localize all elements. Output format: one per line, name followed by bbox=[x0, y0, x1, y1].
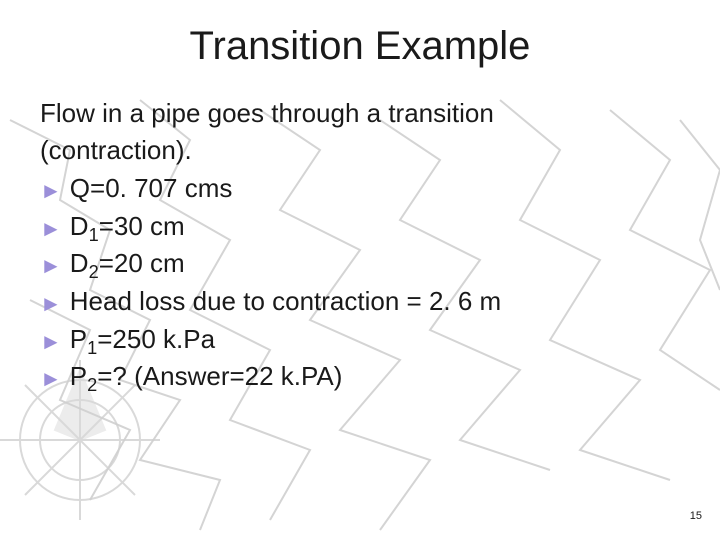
bullet-text: =250 k.Pa bbox=[97, 324, 215, 354]
bullet-icon: ► bbox=[40, 326, 62, 358]
subscript: 1 bbox=[87, 338, 97, 358]
bullet-text: D bbox=[70, 211, 89, 241]
slide-title: Transition Example bbox=[40, 24, 680, 69]
list-item: ► Q=0. 707 cms bbox=[40, 170, 680, 208]
bullet-text: =? (Answer=22 k.PA) bbox=[97, 361, 342, 391]
bullet-icon: ► bbox=[40, 250, 62, 282]
slide-content: Transition Example Flow in a pipe goes t… bbox=[0, 0, 720, 540]
subscript: 1 bbox=[89, 225, 99, 245]
intro-line-2: (contraction). bbox=[40, 134, 680, 167]
list-item: ► D1=30 cm bbox=[40, 208, 680, 246]
subscript: 2 bbox=[89, 263, 99, 283]
page-number: 15 bbox=[690, 510, 702, 522]
intro-line-1: Flow in a pipe goes through a transition bbox=[40, 97, 680, 130]
list-item: ► P1=250 k.Pa bbox=[40, 321, 680, 359]
bullet-icon: ► bbox=[40, 363, 62, 395]
bullet-list: ► Q=0. 707 cms ► D1=30 cm ► D2=20 cm ► H… bbox=[40, 170, 680, 396]
bullet-text: Q=0. 707 cms bbox=[70, 173, 233, 203]
subscript: 2 bbox=[87, 376, 97, 396]
bullet-text: D bbox=[70, 248, 89, 278]
bullet-text: Head loss due to contraction = 2. 6 m bbox=[70, 286, 501, 316]
bullet-text: P bbox=[70, 324, 87, 354]
bullet-icon: ► bbox=[40, 213, 62, 245]
bullet-icon: ► bbox=[40, 288, 62, 320]
bullet-text: =20 cm bbox=[99, 248, 185, 278]
bullet-icon: ► bbox=[40, 175, 62, 207]
list-item: ► P2=? (Answer=22 k.PA) bbox=[40, 358, 680, 396]
bullet-text: P bbox=[70, 361, 87, 391]
list-item: ► D2=20 cm bbox=[40, 245, 680, 283]
bullet-text: =30 cm bbox=[99, 211, 185, 241]
list-item: ► Head loss due to contraction = 2. 6 m bbox=[40, 283, 680, 321]
